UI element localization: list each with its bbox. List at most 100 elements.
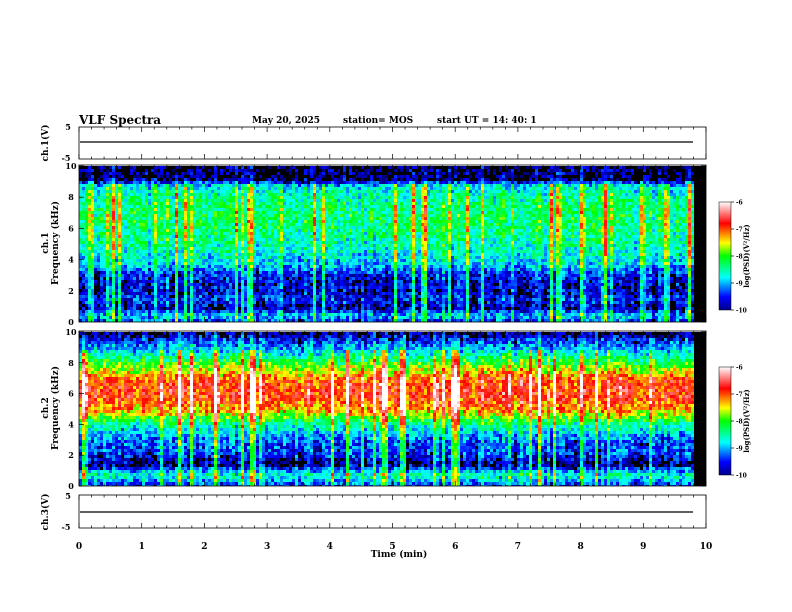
heatmap-cell — [286, 178, 289, 181]
heatmap-cell — [289, 268, 292, 271]
heatmap-cell — [163, 181, 166, 184]
heatmap-cell — [88, 280, 91, 283]
heatmap-cell — [352, 211, 355, 214]
heatmap-cell — [127, 253, 130, 256]
heatmap-cell — [145, 181, 148, 184]
heatmap-cell — [310, 211, 313, 214]
heatmap-cell — [304, 232, 307, 235]
heatmap-cell — [247, 229, 250, 232]
heatmap-cell — [94, 166, 97, 169]
heatmap-cell — [277, 226, 280, 229]
heatmap-cell — [190, 271, 193, 274]
heatmap-cell — [112, 259, 115, 262]
heatmap-cell — [256, 274, 259, 277]
heatmap-cell — [181, 226, 184, 229]
heatmap-cell — [235, 262, 238, 265]
heatmap-cell — [109, 301, 112, 304]
heatmap-cell — [205, 268, 208, 271]
heatmap-cell — [331, 190, 334, 193]
heatmap-cell — [106, 298, 109, 301]
heatmap-cell — [163, 283, 166, 286]
heatmap-cell — [277, 202, 280, 205]
heatmap-cell — [271, 202, 274, 205]
heatmap-cell — [118, 172, 121, 175]
heatmap-cell — [169, 175, 172, 178]
heatmap-cell — [292, 199, 295, 202]
heatmap-cell — [349, 274, 352, 277]
heatmap-cell — [289, 307, 292, 310]
heatmap-cell — [193, 310, 196, 313]
heatmap-cell — [358, 247, 361, 250]
heatmap-cell — [196, 274, 199, 277]
heatmap-cell — [349, 205, 352, 208]
heatmap-cell — [328, 217, 331, 220]
heatmap-cell — [118, 241, 121, 244]
heatmap-cell — [109, 220, 112, 223]
heatmap-cell — [349, 253, 352, 256]
heatmap-cell — [238, 205, 241, 208]
heatmap-cell — [346, 232, 349, 235]
heatmap-cell — [277, 304, 280, 307]
heatmap-cell — [316, 235, 319, 238]
heatmap-cell — [88, 316, 91, 319]
heatmap-cell — [337, 166, 340, 169]
heatmap-cell — [217, 289, 220, 292]
heatmap-cell — [130, 196, 133, 199]
heatmap-cell — [226, 214, 229, 217]
heatmap-cell — [94, 196, 97, 199]
heatmap-cell — [178, 181, 181, 184]
heatmap-cell — [322, 205, 325, 208]
heatmap-cell — [127, 226, 130, 229]
heatmap-cell — [151, 217, 154, 220]
heatmap-cell — [292, 220, 295, 223]
heatmap-cell — [226, 169, 229, 172]
heatmap-cell — [244, 202, 247, 205]
heatmap-cell — [208, 259, 211, 262]
heatmap-cell — [133, 190, 136, 193]
heatmap-cell — [217, 223, 220, 226]
heatmap-cell — [286, 193, 289, 196]
heatmap-cell — [301, 289, 304, 292]
heatmap-cell — [250, 304, 253, 307]
heatmap-cell — [316, 301, 319, 304]
heatmap-cell — [127, 280, 130, 283]
heatmap-cell — [88, 238, 91, 241]
heatmap-cell — [178, 205, 181, 208]
heatmap-cell — [289, 301, 292, 304]
heatmap-cell — [145, 295, 148, 298]
heatmap-cell — [349, 229, 352, 232]
heatmap-cell — [346, 259, 349, 262]
heatmap-cell — [238, 277, 241, 280]
heatmap-cell — [100, 319, 103, 322]
heatmap-cell — [343, 223, 346, 226]
heatmap-cell — [151, 190, 154, 193]
heatmap-cell — [115, 235, 118, 238]
heatmap-cell — [349, 298, 352, 301]
heatmap-cell — [355, 232, 358, 235]
heatmap-cell — [292, 241, 295, 244]
heatmap-cell — [82, 310, 85, 313]
heatmap-cell — [352, 310, 355, 313]
heatmap-cell — [235, 274, 238, 277]
heatmap-cell — [289, 202, 292, 205]
heatmap-cell — [334, 262, 337, 265]
heatmap-cell — [169, 238, 172, 241]
heatmap-cell — [115, 277, 118, 280]
heatmap-cell — [178, 238, 181, 241]
heatmap-cell — [106, 313, 109, 316]
heatmap-cell — [325, 256, 328, 259]
heatmap-cell — [316, 277, 319, 280]
heatmap-cell — [286, 214, 289, 217]
heatmap-cell — [277, 244, 280, 247]
heatmap-cell — [151, 229, 154, 232]
heatmap-cell — [115, 220, 118, 223]
heatmap-cell — [85, 247, 88, 250]
heatmap-cell — [91, 232, 94, 235]
heatmap-cell — [292, 313, 295, 316]
heatmap-cell — [250, 313, 253, 316]
heatmap-cell — [241, 253, 244, 256]
heatmap-cell — [106, 241, 109, 244]
heatmap-cell — [358, 256, 361, 259]
heatmap-cell — [121, 223, 124, 226]
heatmap-cell — [226, 235, 229, 238]
